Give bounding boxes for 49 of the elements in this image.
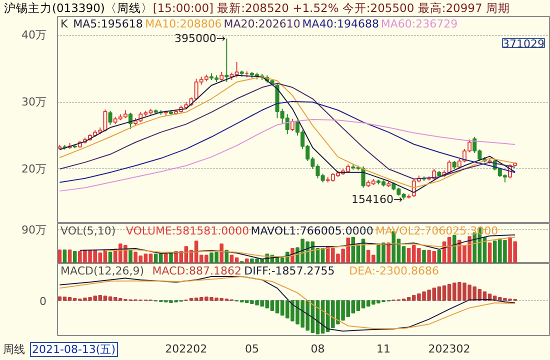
text: MACD:887.1862 [152,264,242,278]
text: MA10:208806 [145,18,222,30]
text: MA20:202610 [224,18,300,30]
bar [437,250,442,263]
text: 0 [40,295,46,308]
chart-subtitle: [15:00:00] 最新:208520 +1.52% 今开:205500 最高:20997 周期 [152,0,510,16]
text: MA60:236729 [380,18,458,30]
x-tick-label: 05 [244,342,259,356]
y-tick-label: 40万 [22,28,47,42]
bar [488,242,492,263]
bar [72,251,77,263]
text: MA40:194688 [302,18,380,30]
candlestick [108,110,112,126]
line-series [59,100,516,183]
bar [128,250,132,263]
x-tick-label: 202302 [428,342,470,356]
line-series [59,119,516,192]
y-tick-label: 20万 [22,162,47,176]
bar [220,244,224,263]
bar [68,250,72,263]
chart-title: MACD(12,26,9) [60,264,144,278]
bar [164,254,168,263]
bar [108,252,112,263]
x-tick-label: 11 [376,342,391,356]
text: MA5:195618 [73,18,143,30]
annotation: 371029 [502,38,544,50]
bar [386,242,390,263]
bar [422,250,426,263]
x-tick-label: 202202 [165,342,208,356]
text: DEA:-2300.8686 [349,264,440,278]
text: 2021-08-13(五) [30,342,118,357]
x-tick-label: 08 [310,342,325,356]
text: 周线 [3,343,25,356]
bar [58,250,62,263]
annotation: 395000→ [174,32,226,46]
bar [245,258,249,263]
chart-title: 沪锡主力(013390)〈周线〉 [4,0,153,16]
series-label: MAVOL1:766005.0000 [250,224,374,238]
annotation: K [60,18,68,30]
chart-title: VOL(5,10) [60,224,116,238]
candlestick [224,38,229,83]
y-tick-label: 30万 [22,96,47,109]
series-label: VOLUME:581581.0000 [126,224,250,238]
annotation: 154160→ [352,193,403,206]
series-label: DIFF:-1857.2755 [244,264,335,278]
y-tick-label: 90万 [22,224,47,237]
bar [62,250,67,263]
bar [169,252,173,263]
candlestick [128,112,133,130]
